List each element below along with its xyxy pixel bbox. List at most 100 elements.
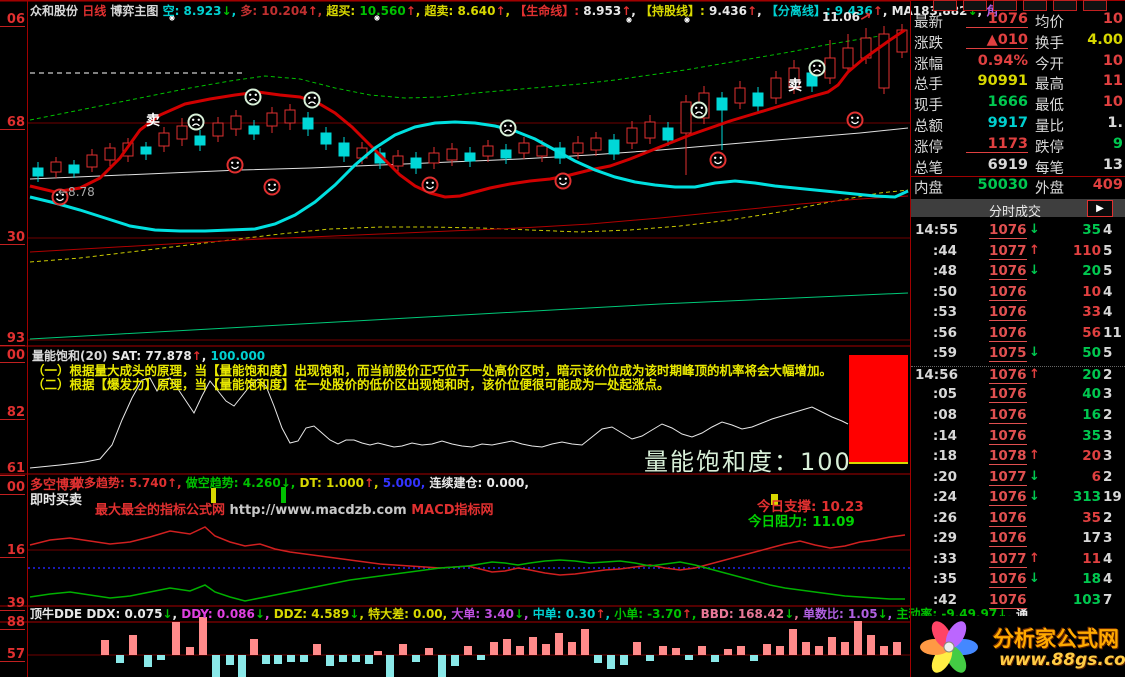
face-mouth [695,111,703,115]
dde-segment: , [691,607,701,621]
title-segment: 10.560 [359,4,406,18]
tape-row[interactable]: :33 1077 ↑ 11 4 [911,551,1125,571]
tape-row[interactable]: :24 1076 ↓ 313 19 [911,489,1125,509]
tape-row[interactable]: :35 1076 ↓ 18 4 [911,571,1125,591]
main-chart-canvas[interactable] [0,0,910,677]
tape-row[interactable]: :14 1076 35 3 [911,428,1125,448]
resistance-level-label: 今日阻力: 11.09 [748,514,855,530]
tape-row[interactable]: :29 1076 17 3 [911,530,1125,550]
tape-volume: 33 [1082,304,1101,321]
tape-price: 1077 [989,468,1027,486]
face-eye [308,96,311,100]
sat-header-segment: 量能饱和(20) [32,349,112,363]
tick-down-icon: ↓ [1029,263,1040,279]
candle-up [572,142,584,154]
tape-row[interactable]: :48 1076 ↓ 20 5 [911,263,1125,283]
tape-row[interactable]: 14:56 1076 ↑ 20 2 [911,365,1125,387]
tick-up-icon: ↑ [1029,366,1040,382]
quote-label: 今开 [1035,56,1064,73]
axis-price-label: 30 [0,231,25,245]
sat-header-segment: 100.000 [210,349,266,363]
toolbar-button[interactable] [963,0,987,11]
tape-price: 1076 [989,263,1027,281]
title-segment: 众和股份 [30,4,83,18]
dde-segment: ↓ [877,607,888,621]
tape-row[interactable]: :26 1076 35 2 [911,510,1125,530]
tape-row[interactable]: :50 1076 10 4 [911,284,1125,304]
tape-volume: 6 [1091,468,1101,485]
tick-down-icon: ↓ [1029,489,1040,505]
tape-row[interactable]: :08 1076 16 2 [911,407,1125,427]
face-eye [197,118,200,122]
tape-volume: 103 [1072,591,1101,608]
happy-face-icon [846,111,864,129]
tape-price: 1077 [989,550,1027,568]
quote-value: 9917 [987,115,1028,131]
sad-face-icon [303,91,321,109]
dde-bar-down [144,655,152,667]
tape-count: 3 [1103,427,1113,444]
tape-row[interactable]: :18 1078 ↑ 20 3 [911,448,1125,468]
quote-value: 1173 [966,136,1028,153]
tape-row[interactable]: :53 1076 33 4 [911,304,1125,324]
toolbar-button[interactable] [1083,0,1107,11]
tape-row[interactable]: :59 1075 ↓ 50 5 [911,345,1125,365]
dde-bar-down [365,655,373,664]
axis-price-label: 06 [0,13,25,27]
tape-row[interactable]: :56 1076 56 11 [911,325,1125,345]
candle-up [644,121,656,139]
tape-row[interactable]: :05 1076 40 3 [911,386,1125,406]
star-mark-icon [684,17,690,23]
tape-row[interactable]: 14:55 1076 ↓ 35 4 [911,222,1125,242]
toolbar-button[interactable] [993,0,1017,11]
dde-bar-up [815,646,823,655]
quote-label: 内盘 [914,181,943,198]
dde-bar-up [633,642,641,655]
toolbar-button[interactable] [933,0,957,11]
ad-segment: MACD指标网 [406,503,494,518]
dde-bar-up [568,642,576,655]
tape-next-button[interactable]: ▶ [1087,200,1113,217]
candle-down [302,117,314,130]
tape-row[interactable]: :42 1076 103 7 [911,592,1125,612]
dde-bar-down [594,655,602,663]
axis-price-label: 82 [0,406,25,420]
face-eye [700,106,703,110]
quote-value: 13 [1102,156,1123,173]
site-logo[interactable]: 分析家公式网 www.88gs.com [911,616,1125,677]
dde-bar-up [555,633,563,655]
quote-separator [911,176,1125,177]
time-sales-list: 14:55 1076 ↓ 35 4:44 1077 ↑ 110 5:48 1076 ↓ 20 5:50 1… [911,220,1125,618]
tape-title: 分时成交 [989,205,1042,220]
toolbar-button[interactable] [1023,0,1047,11]
sad-face-icon [690,101,708,119]
tape-time: 14:55 [915,222,958,238]
axis-price-label: 16 [0,544,25,558]
dde-segment: 单数比: 1.05 [802,607,878,621]
face-eye [504,124,507,128]
tape-row[interactable]: :20 1077 ↓ 6 2 [911,469,1125,489]
tape-volume: 110 [1072,242,1101,259]
tape-time: :42 [932,591,957,608]
face-mouth [813,69,821,73]
signal-mini-bar [281,487,286,503]
dde-segment: ↓ [997,607,1008,621]
face-mouth [426,186,434,190]
toolbar-button[interactable] [1053,0,1077,11]
duokong-segment: ↑ [166,476,177,490]
duokong-segment: ↑ [363,476,374,490]
dde-segment: 顶牛DDE [30,607,87,621]
dde-bar-down [226,655,234,665]
tape-row[interactable]: :44 1077 ↑ 110 5 [911,243,1125,263]
candle-up [446,148,458,161]
face-eye [719,156,722,159]
tape-time: :05 [932,386,957,403]
dde-bar-down [339,655,347,662]
tick-down-icon: ↓ [1029,571,1040,587]
sad-face-icon [244,88,262,106]
candle-down [194,135,206,146]
quote-label: 总额 [914,119,943,135]
tape-volume: 35 [1082,427,1101,444]
sat-indicator-line [29,377,849,469]
tape-time: 14:56 [915,366,958,383]
